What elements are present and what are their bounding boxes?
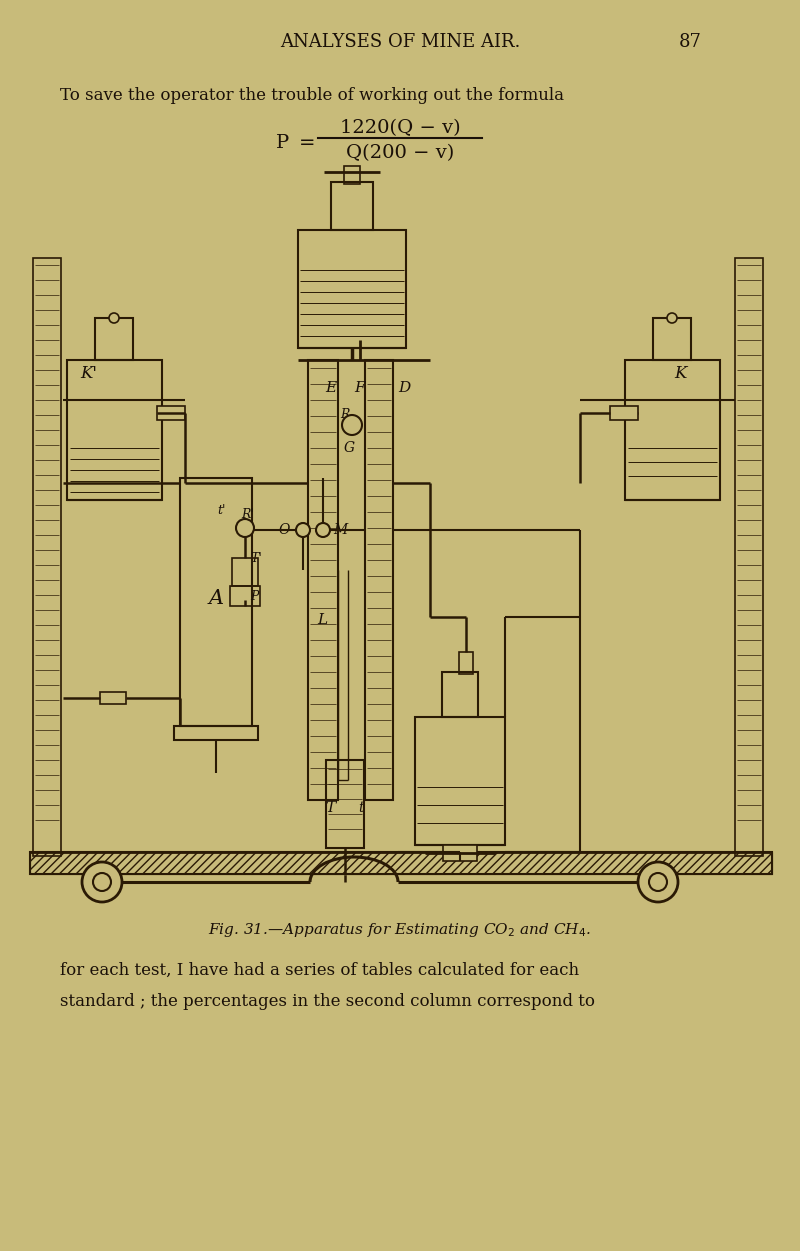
- Bar: [735, 258, 763, 856]
- Circle shape: [342, 415, 362, 435]
- Text: L: L: [317, 613, 327, 627]
- Bar: [326, 761, 364, 848]
- Bar: [653, 318, 691, 360]
- Text: Q(200 − v): Q(200 − v): [346, 144, 454, 161]
- Text: E: E: [325, 382, 336, 395]
- Text: standard ; the percentages in the second column correspond to: standard ; the percentages in the second…: [60, 993, 595, 1011]
- Bar: [308, 360, 338, 799]
- Text: ANALYSES OF MINE AIR.: ANALYSES OF MINE AIR.: [280, 33, 520, 51]
- Text: R: R: [340, 409, 350, 422]
- Text: K': K': [81, 364, 98, 382]
- Bar: [298, 230, 406, 348]
- Circle shape: [667, 313, 677, 323]
- Bar: [344, 166, 360, 184]
- Circle shape: [109, 313, 119, 323]
- Text: T': T': [250, 552, 262, 564]
- Text: O: O: [278, 523, 290, 537]
- Text: G: G: [343, 442, 354, 455]
- Text: F: F: [354, 382, 365, 395]
- Text: R': R': [242, 508, 254, 522]
- Text: To save the operator the trouble of working out the formula: To save the operator the trouble of work…: [60, 86, 564, 104]
- Bar: [625, 360, 720, 500]
- Text: M: M: [333, 523, 347, 537]
- Bar: [30, 852, 772, 874]
- Bar: [365, 360, 393, 799]
- Circle shape: [93, 873, 111, 891]
- Bar: [67, 360, 162, 500]
- Bar: [33, 258, 61, 856]
- Circle shape: [236, 519, 254, 537]
- Bar: [95, 318, 133, 360]
- Circle shape: [649, 873, 667, 891]
- Bar: [157, 407, 185, 420]
- Bar: [331, 181, 373, 230]
- Text: P: P: [250, 589, 258, 603]
- Text: 87: 87: [678, 33, 702, 51]
- Bar: [174, 726, 258, 741]
- Text: for each test, I have had a series of tables calculated for each: for each test, I have had a series of ta…: [60, 962, 579, 978]
- Text: D: D: [398, 382, 410, 395]
- Bar: [415, 717, 505, 844]
- Text: 1220(Q − v): 1220(Q − v): [340, 119, 460, 138]
- Circle shape: [296, 523, 310, 537]
- Bar: [100, 692, 126, 704]
- Bar: [459, 652, 473, 674]
- Bar: [610, 407, 638, 420]
- Text: P $=$: P $=$: [275, 134, 314, 153]
- Circle shape: [638, 862, 678, 902]
- Bar: [442, 672, 478, 717]
- Text: t': t': [218, 503, 226, 517]
- Bar: [230, 585, 260, 605]
- Text: Fig. 31.—Apparatus for Estimating CO$_2$ and CH$_4$.: Fig. 31.—Apparatus for Estimating CO$_2$…: [209, 921, 591, 940]
- Text: K: K: [674, 364, 686, 382]
- Text: T: T: [325, 801, 335, 814]
- Bar: [30, 852, 772, 874]
- Circle shape: [82, 862, 122, 902]
- Bar: [443, 844, 477, 861]
- Text: t: t: [358, 801, 364, 814]
- Bar: [180, 478, 252, 726]
- Circle shape: [316, 523, 330, 537]
- Text: A: A: [209, 588, 223, 608]
- Bar: [232, 558, 258, 585]
